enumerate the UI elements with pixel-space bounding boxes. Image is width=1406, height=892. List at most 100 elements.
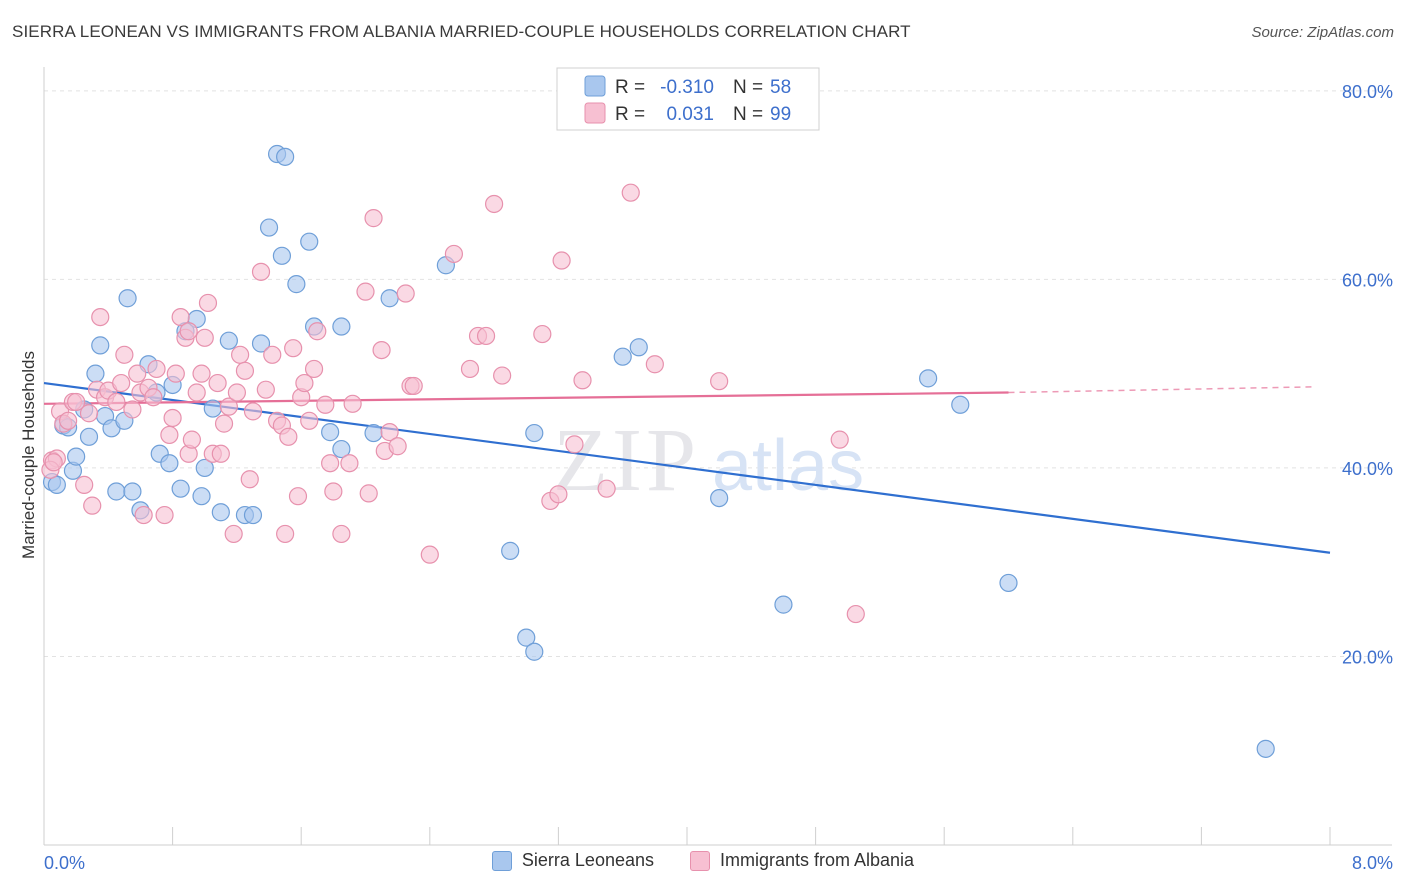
point-albania: [420, 545, 439, 564]
point-albania: [208, 373, 227, 393]
point-albania: [147, 359, 166, 379]
legend-item-sierra-leoneans: Sierra Leoneans: [491, 850, 654, 871]
point-albania: [112, 373, 131, 393]
point-albania: [240, 470, 259, 489]
point-sierra-leonean: [380, 289, 399, 308]
point-albania: [166, 364, 185, 383]
point-albania: [155, 505, 174, 525]
point-albania: [44, 453, 63, 472]
point-albania: [645, 355, 664, 374]
point-sierra-leonean: [192, 487, 211, 506]
legend-swatch-pink: [584, 102, 606, 124]
point-albania: [830, 430, 849, 449]
point-albania: [343, 394, 362, 413]
y-tick-label: 60.0%: [1342, 270, 1393, 290]
y-tick-label: 80.0%: [1342, 82, 1393, 102]
point-sierra-leonean: [243, 505, 263, 525]
point-sierra-leonean: [118, 289, 137, 308]
point-sierra-leonean: [211, 503, 230, 522]
point-sierra-leonean: [67, 447, 86, 466]
point-albania: [251, 262, 271, 281]
point-sierra-leonean: [501, 541, 520, 560]
point-sierra-leonean: [525, 642, 544, 661]
point-albania: [256, 380, 275, 399]
point-sierra-leonean: [919, 369, 938, 388]
point-albania: [219, 397, 238, 416]
point-albania: [359, 484, 378, 503]
point-albania: [533, 324, 552, 344]
point-albania: [59, 411, 78, 430]
point-albania: [621, 183, 640, 202]
legend-n-label-2: N =: [733, 104, 763, 125]
y-tick-label: 20.0%: [1342, 647, 1393, 667]
point-albania: [224, 524, 243, 544]
point-sierra-leonean: [171, 479, 190, 498]
point-albania: [316, 395, 335, 414]
point-albania: [372, 340, 391, 360]
point-albania: [179, 322, 198, 341]
series-legend: Sierra Leoneans Immigrants from Albania: [0, 850, 1406, 871]
point-albania: [549, 485, 568, 504]
legend-r-label-1: R =: [615, 77, 645, 98]
point-albania: [211, 444, 230, 463]
point-albania: [75, 475, 94, 494]
point-sierra-leonean: [332, 439, 351, 459]
point-sierra-leonean: [517, 628, 536, 647]
point-albania: [128, 364, 147, 383]
point-albania: [214, 414, 234, 433]
point-albania: [195, 328, 214, 347]
point-albania: [263, 345, 282, 364]
point-albania: [192, 364, 211, 383]
legend-swatch: [690, 850, 710, 871]
point-albania: [115, 345, 134, 364]
point-albania: [476, 326, 496, 346]
source-credit: Source: ZipAtlas.com: [1251, 24, 1394, 41]
point-albania: [356, 282, 375, 301]
point-sierra-leonean: [107, 482, 126, 501]
point-albania: [134, 505, 153, 525]
point-albania: [332, 524, 351, 544]
point-sierra-leonean: [86, 364, 105, 383]
axes: [43, 67, 1392, 846]
point-albania: [198, 293, 218, 313]
legend-item-albania: Immigrants from Albania: [690, 850, 914, 871]
point-sierra-leonean: [276, 147, 295, 166]
point-sierra-leonean: [259, 218, 279, 237]
point-sierra-leonean: [272, 246, 292, 265]
point-albania: [91, 307, 110, 327]
legend-n-label-1: N =: [733, 77, 763, 98]
point-albania: [284, 339, 303, 358]
point-sierra-leonean: [321, 423, 340, 442]
point-sierra-leonean: [710, 488, 729, 508]
point-sierra-leonean: [525, 423, 544, 443]
point-albania: [144, 388, 163, 407]
point-albania: [235, 361, 255, 380]
legend-r-label-2: R =: [615, 104, 645, 125]
legend-swatch-blue: [584, 75, 606, 97]
point-albania: [565, 435, 584, 454]
point-albania: [485, 194, 504, 214]
point-albania: [846, 604, 865, 624]
point-albania: [182, 430, 201, 449]
point-albania: [573, 371, 592, 390]
point-sierra-leonean: [160, 454, 179, 473]
point-sierra-leonean: [999, 573, 1018, 593]
point-sierra-leonean: [203, 399, 222, 418]
data-points: [41, 144, 1275, 758]
point-sierra-leonean: [219, 331, 238, 350]
legend-r-value-1: -0.310: [660, 77, 714, 98]
point-sierra-leonean: [613, 347, 632, 366]
point-sierra-leonean: [123, 482, 142, 501]
point-albania: [460, 359, 480, 379]
point-sierra-leonean: [91, 336, 110, 355]
legend-n-value-2: 99: [770, 104, 791, 125]
point-albania: [493, 366, 512, 385]
point-sierra-leonean: [951, 395, 970, 414]
point-albania: [324, 482, 343, 501]
point-albania: [300, 411, 319, 430]
point-albania: [380, 423, 399, 442]
legend-swatch: [491, 850, 512, 871]
point-albania: [163, 408, 182, 428]
point-albania: [187, 383, 206, 402]
point-sierra-leonean: [332, 317, 351, 336]
